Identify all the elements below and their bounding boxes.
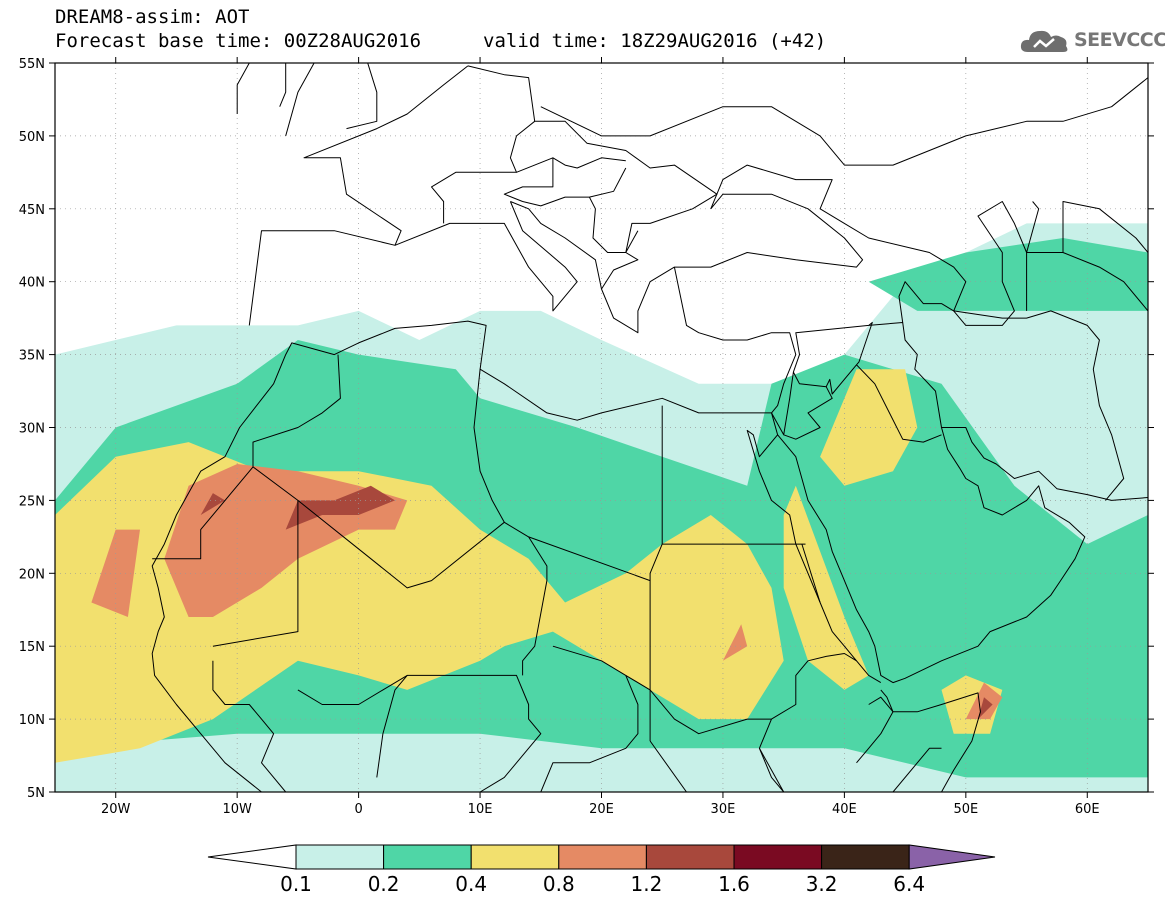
colorbar-level-label: 0.1 [280, 872, 312, 896]
colorbar-level-label: 3.2 [806, 872, 838, 896]
border-line [503, 157, 627, 207]
colorbar-box [733, 844, 823, 870]
lat-tick-label: 40N [19, 276, 45, 291]
border-line [467, 65, 718, 290]
aot-field-layer [55, 223, 1148, 792]
border-line [758, 747, 942, 792]
title-base-time: Forecast base time: 00Z28AUG2016 [55, 30, 422, 52]
colorbar-box [470, 844, 560, 870]
border-line [898, 281, 1125, 501]
border-line [588, 196, 639, 253]
border-line [625, 674, 785, 792]
border-line [1062, 201, 1148, 253]
lon-tick-label: 10E [468, 802, 493, 817]
border-line [297, 674, 542, 792]
lat-tick-label: 35N [19, 349, 45, 364]
border-line [152, 354, 341, 560]
border-line [880, 689, 981, 792]
aot-region-level-5-1 [285, 485, 395, 530]
aot-region-level-3-2 [783, 485, 869, 690]
seevccc-logo: SEEVCCC [1018, 25, 1165, 57]
lat-tick-label: 45N [19, 203, 45, 218]
colorbar-level-label: 0.4 [455, 872, 487, 896]
colorbar-box [558, 844, 647, 870]
colorbar-box [821, 844, 910, 870]
border-line [1026, 252, 1148, 312]
border-line [649, 740, 687, 792]
border-line [236, 63, 287, 114]
lat-tick-label: 15N [19, 640, 45, 655]
colorbar-box [383, 844, 472, 870]
lon-tick-label: 20E [589, 802, 614, 817]
lat-tick-label: 20N [19, 567, 45, 582]
border-line [746, 412, 882, 684]
lon-tick-label: 0 [354, 802, 362, 817]
border-line [376, 675, 408, 778]
colorbar-labels: 0.1 0.2 0.4 0.8 1.2 1.6 3.2 6.4 [280, 872, 925, 896]
colorbar-level-label: 1.6 [718, 872, 750, 896]
map-panel: 55N 50N 45N 40N 35N 30N 25N 20N 15N 10N 5N 20W 10W 0 1… [19, 57, 1154, 817]
border-line [801, 543, 821, 603]
cloud-icon [1020, 30, 1068, 52]
border-line [151, 266, 797, 792]
logo-text: SEEVCCC [1074, 29, 1165, 51]
colorbar-level-label: 0.2 [368, 872, 400, 896]
colorbar: 0.1 0.2 0.4 0.8 1.2 1.6 3.2 6.4 [207, 844, 996, 896]
lon-tick-label: 40E [832, 802, 857, 817]
country-borders-layer [151, 63, 1148, 792]
lon-tick-label: 20W [101, 802, 131, 817]
colorbar-box [295, 844, 385, 870]
lat-tick-label: 5N [27, 786, 45, 801]
lat-tick-label: 55N [19, 57, 45, 72]
colorbar-level-label: 0.8 [543, 872, 575, 896]
border-line [856, 696, 894, 764]
lon-tick-label: 10W [222, 802, 252, 817]
border-line [540, 77, 1148, 166]
border-line [540, 645, 639, 792]
border-line [394, 201, 578, 312]
title-model-field: DREAM8-assim: AOT [55, 6, 250, 28]
border-line [777, 427, 1148, 684]
lon-tick-label: 30E [711, 802, 736, 817]
border-line [248, 65, 469, 326]
lat-tick-label: 50N [19, 130, 45, 145]
border-line [771, 653, 857, 720]
border-line [792, 322, 873, 395]
border-line [649, 543, 806, 581]
title-valid-time: valid time: 18Z29AUG2016 (+42) [483, 30, 827, 52]
colorbar-box [645, 844, 735, 870]
colorbar-level-label: 1.2 [630, 872, 662, 896]
lat-tick-label: 25N [19, 494, 45, 509]
border-line [212, 466, 299, 647]
aot-region-level-2-1 [868, 238, 1148, 311]
border-line [285, 63, 378, 137]
border-line [431, 171, 517, 224]
aot-region-level-4-2 [722, 624, 748, 661]
colorbar-level-label: 6.4 [893, 872, 925, 896]
lon-tick-label: 60E [1075, 802, 1100, 817]
lat-tick-label: 10N [19, 713, 45, 728]
axis-ticks-layer: 55N 50N 45N 40N 35N 30N 25N 20N 15N 10N 5N 20W 10W 0 1… [19, 57, 1154, 817]
border-line [856, 364, 942, 443]
colorbar-arrow-high [908, 844, 996, 870]
colorbar-arrow-low [207, 844, 297, 870]
border-line [212, 660, 287, 792]
aot-region-level-5-2 [978, 697, 993, 720]
aot-region-level-5-0 [200, 493, 225, 515]
lat-tick-label: 30N [19, 422, 45, 437]
border-line [473, 369, 505, 523]
colorbar-boxes [207, 844, 996, 870]
lon-tick-label: 50E [953, 802, 978, 817]
